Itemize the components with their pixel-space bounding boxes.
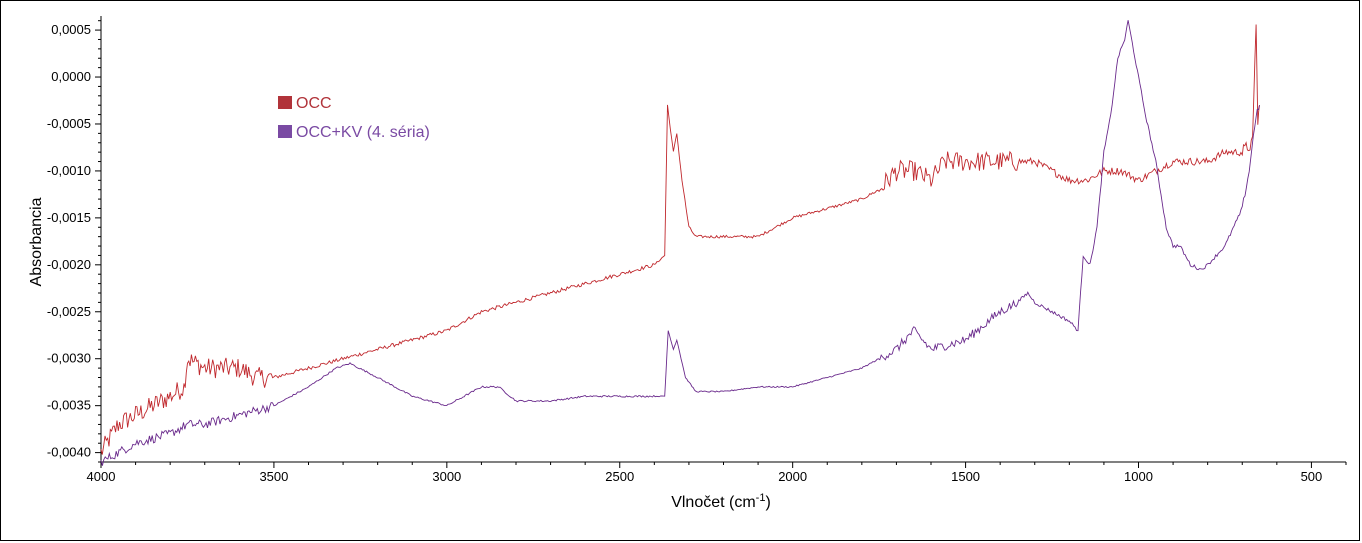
- y-tick-label: -0,0025: [47, 304, 91, 319]
- legend: OCC OCC+KV (4. séria): [278, 95, 430, 141]
- x-tick-label: 2500: [605, 469, 634, 484]
- legend-swatch: [278, 96, 292, 109]
- x-tick-label: 1000: [1124, 469, 1153, 484]
- x-axis-title: Vlnočet (cm-1): [671, 492, 771, 511]
- y-tick-label: -0,0040: [47, 445, 91, 460]
- series-line-0: [101, 25, 1260, 455]
- legend-label: OCC+KV (4. séria): [296, 124, 430, 141]
- y-axis-title: Absorbancia: [28, 197, 45, 286]
- y-tick-label: -0,0035: [47, 398, 91, 413]
- x-tick-label: 500: [1301, 469, 1323, 484]
- x-tick-label: 4000: [87, 469, 116, 484]
- x-tick-label: 3000: [432, 469, 461, 484]
- y-tick-label: -0,0005: [47, 116, 91, 131]
- y-tick-label: 0,0000: [51, 69, 91, 84]
- series-layer: [101, 20, 1260, 466]
- y-tick-label: -0,0010: [47, 163, 91, 178]
- y-tick-label: 0,0005: [51, 22, 91, 37]
- y-tick-label: -0,0030: [47, 351, 91, 366]
- series-line-1: [101, 20, 1260, 466]
- y-tick-label: -0,0015: [47, 210, 91, 225]
- x-tick-labels: 4000 3500 3000 2500 2000 1500 1000 500: [87, 469, 1323, 484]
- legend-swatch: [278, 125, 292, 138]
- x-tick-label: 1500: [951, 469, 980, 484]
- x-tick-label: 2000: [778, 469, 807, 484]
- axes: [101, 16, 1346, 462]
- x-tick-label: 3500: [259, 469, 288, 484]
- y-tick-labels: 0,0005 0,0000 -0,0005 -0,0010 -0,0015 -0,0020…: [47, 22, 91, 460]
- legend-label: OCC: [296, 95, 332, 112]
- y-tick-label: -0,0020: [47, 257, 91, 272]
